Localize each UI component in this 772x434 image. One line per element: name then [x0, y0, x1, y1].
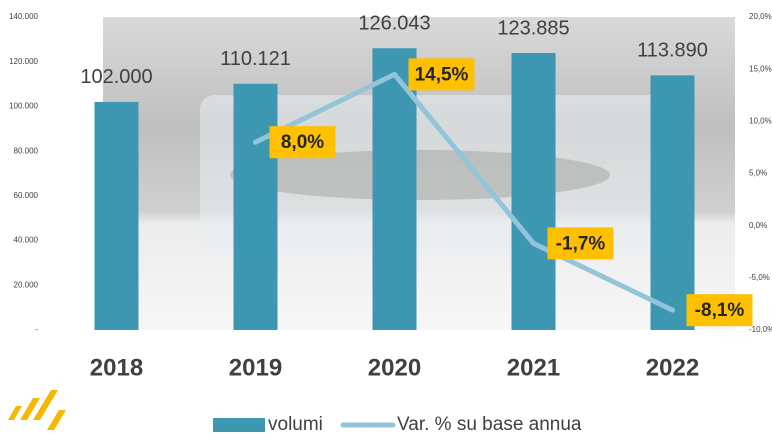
label-box	[269, 126, 336, 159]
y-tick-label: 20.000	[14, 280, 39, 289]
logo	[8, 390, 66, 430]
y2-tick-label: -10,0%	[749, 325, 772, 334]
bar-value-label: 110.121	[220, 48, 291, 70]
y-tick-label: 40.000	[14, 236, 39, 245]
bar-value-label: 102.000	[80, 66, 152, 88]
y2-tick-label: 5,0%	[749, 169, 767, 178]
legend-swatch	[213, 418, 265, 432]
y-tick-label: 100.000	[9, 102, 38, 111]
x-tick-label: 2018	[90, 354, 143, 381]
x-tick-label: 2022	[646, 354, 699, 381]
line	[253, 71, 675, 313]
line-value-label: 8,0%	[281, 132, 324, 153]
y-tick-label: 120.000	[9, 57, 38, 66]
y2-tick-label: 10,0%	[749, 116, 772, 125]
x-tick-label: 2019	[229, 354, 282, 381]
line-value-label: -1,7%	[556, 233, 606, 254]
bar-value-label: 126.043	[358, 12, 430, 34]
y-tick-label: -	[35, 325, 38, 334]
y2-tick-label: 20,0%	[749, 12, 772, 21]
y-tick-label: 80.000	[14, 146, 39, 155]
y2-tick-label: -5,0%	[749, 273, 770, 282]
y-tick-label: 140.000	[9, 12, 38, 21]
y2-tick-label: 15,0%	[749, 64, 772, 73]
label-box	[686, 294, 753, 327]
bar-value-label: 113.890	[637, 40, 708, 62]
bar	[650, 75, 695, 330]
label-box	[547, 227, 614, 260]
y-tick-label: 60.000	[14, 191, 39, 200]
bar	[511, 53, 556, 330]
bar	[233, 83, 278, 330]
legend-label: volumi	[268, 414, 323, 434]
line-value-label: 14,5%	[415, 64, 469, 85]
bar-value-label: 123.885	[497, 17, 569, 39]
x-tick-label: 2020	[368, 354, 421, 381]
line-value-label: -8,1%	[695, 300, 745, 321]
x-tick-label: 2021	[507, 354, 560, 381]
label-box	[408, 58, 475, 91]
y2-tick-label: 0,0%	[749, 221, 767, 230]
legend-label: Var. % su base annua	[397, 414, 582, 434]
bar	[94, 101, 139, 330]
